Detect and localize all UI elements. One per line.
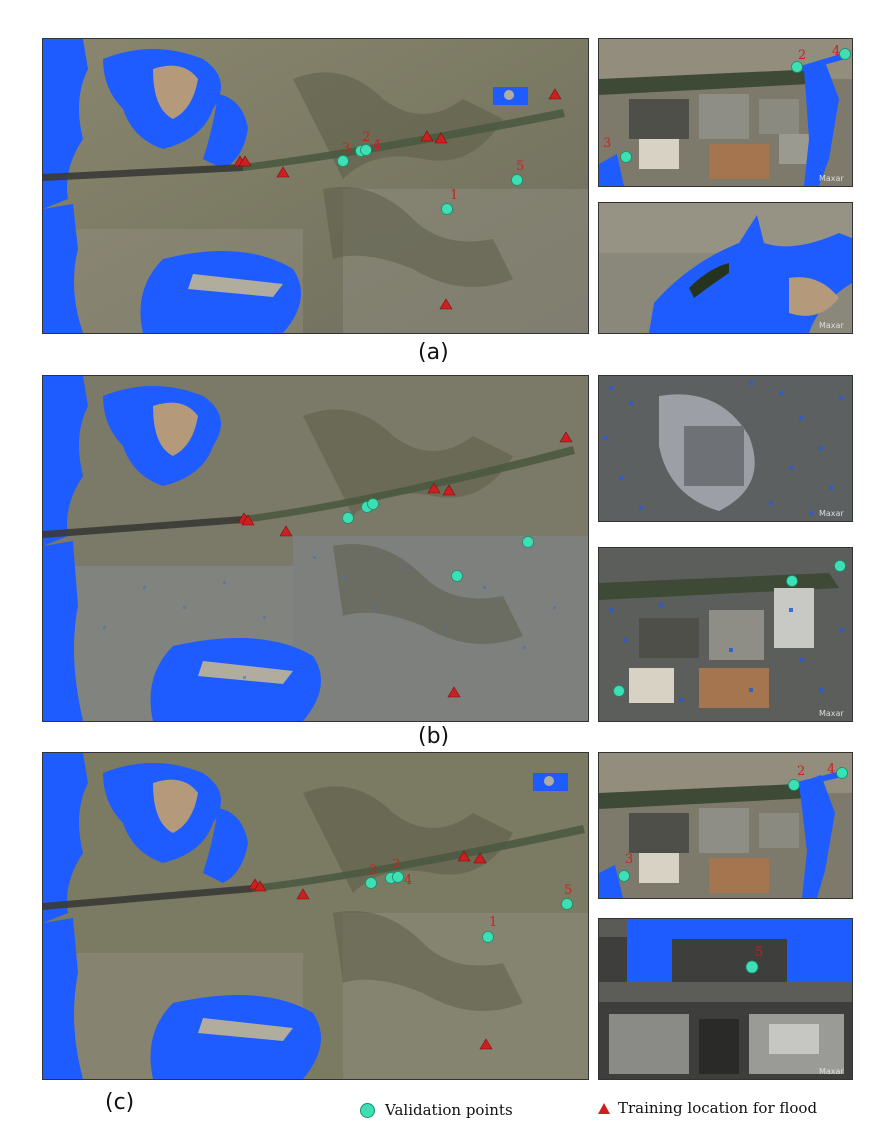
marker-label-3: 3 (342, 141, 350, 156)
caption-c: (c) (105, 1090, 135, 1115)
marker-label-2: 2 (362, 130, 370, 145)
map-panel-c-main: 3 2 4 1 5 (42, 752, 589, 1080)
zoom-label-3: 3 (603, 136, 611, 151)
map-attribution: Maxar (819, 321, 844, 330)
map-panel-b-zoom-bottom: Maxar (598, 547, 853, 722)
map-attribution: Maxar (819, 1067, 844, 1076)
zoom-label-3: 3 (625, 852, 633, 867)
map-attribution: Maxar (819, 174, 844, 183)
caption-a: (a) (418, 340, 449, 365)
map-panel-b-zoom-top: Maxar (598, 375, 853, 522)
legend-training: Training location for flood (598, 1099, 817, 1117)
map-attribution: Maxar (819, 509, 844, 518)
map-panel-a-main: 3 2 4 1 5 (42, 38, 589, 334)
marker-label-5: 5 (564, 883, 572, 898)
zoom-label-4: 4 (827, 762, 835, 777)
map-panel-c-zoom-bottom: 5 Maxar (598, 918, 853, 1080)
zoom-label-2: 2 (798, 48, 806, 63)
marker-label-1: 1 (450, 188, 458, 203)
map-panel-a-zoom-bottom: Maxar (598, 202, 853, 334)
training-triangle-icon (598, 1102, 610, 1114)
zoom-label-5: 5 (755, 945, 763, 960)
map-panel-a-zoom-top: 2 4 3 Maxar (598, 38, 853, 187)
marker-label-4: 4 (373, 138, 381, 153)
marker-label-3: 3 (369, 863, 377, 878)
map-attribution: Maxar (819, 709, 844, 718)
marker-label-5: 5 (516, 159, 524, 174)
legend-validation-label: Validation points (385, 1101, 513, 1119)
map-panel-b-main (42, 375, 589, 722)
legend-training-label: Training location for flood (618, 1099, 818, 1117)
marker-label-4: 4 (404, 873, 412, 888)
map-panel-c-zoom-top: 2 4 3 (598, 752, 853, 899)
validation-point-icon (360, 1102, 375, 1118)
marker-label-1: 1 (489, 915, 497, 930)
zoom-label-2: 2 (797, 764, 805, 779)
marker-label-2: 2 (392, 857, 400, 872)
caption-b: (b) (418, 724, 450, 749)
legend-validation: Validation points (360, 1101, 513, 1119)
zoom-label-4: 4 (832, 44, 840, 59)
